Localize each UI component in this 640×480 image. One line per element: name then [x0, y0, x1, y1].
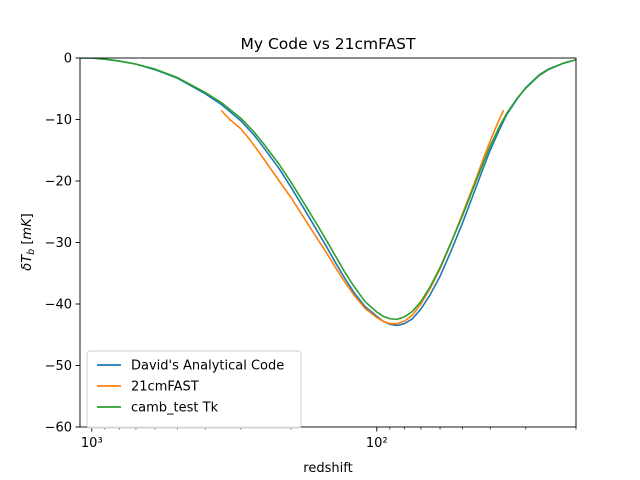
series-line-2 [80, 58, 576, 321]
legend-label-1: 21cmFAST [131, 380, 199, 395]
series-line-0 [80, 58, 576, 327]
y-tick-label: −20 [45, 175, 72, 190]
y-axis-label: δTb [mK] [20, 213, 37, 270]
legend-label-0: David's Analytical Code [131, 359, 284, 374]
legend: David's Analytical Code 21cmFAST camb_test… [86, 350, 302, 429]
plot-area [80, 58, 576, 327]
chart-title: My Code vs 21cmFAST [240, 35, 416, 53]
x-tick-label: 10² [366, 436, 388, 451]
legend-label-2: camb_test Tk [131, 401, 219, 416]
y-tick-label: −40 [45, 298, 72, 313]
axes: 0 −10 −20 −30 −40 −50 −60 10³ 10² [45, 52, 577, 451]
y-tick-label: 0 [64, 52, 72, 67]
x-axis-label: redshift [303, 461, 352, 476]
legend-box [86, 350, 302, 429]
y-tick-label: −10 [45, 113, 72, 128]
x-tick-label: 10³ [81, 436, 103, 451]
y-tick-label: −30 [45, 236, 72, 251]
y-tick-label: −60 [45, 421, 72, 436]
y-tick-label: −50 [45, 359, 72, 374]
